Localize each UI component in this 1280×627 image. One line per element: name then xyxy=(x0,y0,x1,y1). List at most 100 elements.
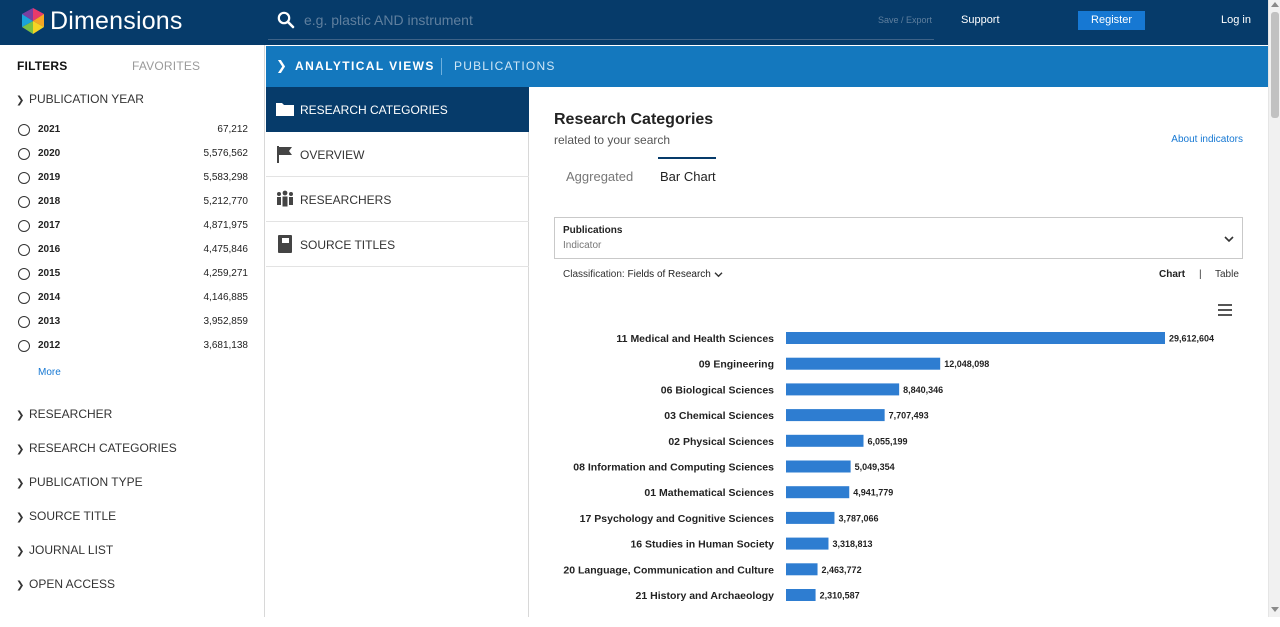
radio-button[interactable] xyxy=(18,316,30,328)
year-filter-row[interactable]: 2016 4,475,846 xyxy=(18,243,248,259)
view-toggle-table[interactable]: Table xyxy=(1215,269,1239,280)
about-indicators-link[interactable]: About indicators xyxy=(1171,134,1243,145)
folder-icon xyxy=(276,103,294,116)
year-filter-row[interactable]: 2012 3,681,138 xyxy=(18,339,248,355)
year-count: 4,871,975 xyxy=(203,220,249,231)
bar-value-label: 3,318,813 xyxy=(832,539,872,549)
classification-value: Fields of Research xyxy=(627,269,711,280)
year-filter-row[interactable]: 2020 5,576,562 xyxy=(18,147,248,163)
year-label: 2018 xyxy=(38,196,61,207)
page-scrollbar[interactable] xyxy=(1268,0,1280,617)
radio-button[interactable] xyxy=(18,340,30,352)
more-years-link[interactable]: More xyxy=(38,367,61,378)
year-filter-row[interactable]: 2013 3,952,859 xyxy=(18,315,248,331)
radio-button[interactable] xyxy=(18,196,30,208)
year-filter-row[interactable]: 2015 4,259,271 xyxy=(18,267,248,283)
bar-value-label: 5,049,354 xyxy=(855,462,895,472)
filter-section-open-access[interactable]: ❯ OPEN ACCESS xyxy=(16,577,115,591)
bar[interactable] xyxy=(786,486,850,499)
search-input[interactable] xyxy=(304,8,864,32)
year-filter-row[interactable]: 2014 4,146,885 xyxy=(18,291,248,307)
section-label: RESEARCHER xyxy=(29,407,113,421)
tab-favorites[interactable]: FAVORITES xyxy=(132,59,201,73)
bar-category-label: 01 Mathematical Sciences xyxy=(644,487,774,499)
nav-researchers[interactable]: RESEARCHERS xyxy=(266,177,529,222)
bar[interactable] xyxy=(786,357,941,370)
scroll-down-arrow-icon[interactable] xyxy=(1271,607,1279,612)
radio-button[interactable] xyxy=(18,124,30,136)
bar[interactable] xyxy=(786,511,835,524)
year-filter-row[interactable]: 2017 4,871,975 xyxy=(18,219,248,235)
chevron-right-icon[interactable]: ❯ xyxy=(276,58,287,73)
year-filter-row[interactable]: 2019 5,583,298 xyxy=(18,171,248,187)
chevron-down-icon xyxy=(714,272,723,278)
nav-label: RESEARCHERS xyxy=(300,193,392,207)
bar[interactable] xyxy=(786,434,864,447)
year-count: 5,576,562 xyxy=(203,148,249,159)
radio-button[interactable] xyxy=(18,292,30,304)
tab-bar-chart[interactable]: Bar Chart xyxy=(660,169,716,184)
bar-value-label: 29,612,604 xyxy=(1169,334,1214,344)
dimensions-logo-icon[interactable] xyxy=(18,6,48,36)
section-label: PUBLICATION YEAR xyxy=(29,92,144,106)
indicator-select[interactable]: Publications Indicator xyxy=(554,217,1243,259)
analytical-views-nav: RESEARCH CATEGORIES OVERVIEW RESEARCHERS… xyxy=(266,87,529,617)
login-link[interactable]: Log in xyxy=(1221,14,1251,26)
bar[interactable] xyxy=(786,460,851,473)
bar-value-label: 2,463,772 xyxy=(822,565,862,575)
radio-button[interactable] xyxy=(18,148,30,160)
classification-select[interactable]: Classification: Fields of Research xyxy=(563,269,723,280)
year-label: 2014 xyxy=(38,292,61,303)
register-button[interactable]: Register xyxy=(1078,11,1145,30)
filter-section-publication-type[interactable]: ❯ PUBLICATION TYPE xyxy=(16,475,143,489)
nav-source-titles[interactable]: SOURCE TITLES xyxy=(266,222,529,267)
bar[interactable] xyxy=(786,563,818,576)
tab-aggregated[interactable]: Aggregated xyxy=(566,169,634,184)
bar-category-label: 02 Physical Sciences xyxy=(668,436,774,448)
scroll-up-arrow-icon[interactable] xyxy=(1271,2,1279,7)
chevron-right-icon: ❯ xyxy=(16,512,25,523)
publication-year-section-header[interactable]: ❯ PUBLICATION YEAR xyxy=(16,92,144,106)
support-link[interactable]: Support xyxy=(961,14,1000,26)
main-content: Research Categories related to your sear… xyxy=(530,87,1268,617)
bar-value-label: 7,707,493 xyxy=(889,411,929,421)
chevron-down-icon: ❯ xyxy=(16,95,25,106)
bar[interactable] xyxy=(786,332,1165,344)
chevron-right-icon: ❯ xyxy=(16,410,25,421)
nav-research-categories[interactable]: RESEARCH CATEGORIES xyxy=(266,87,529,132)
bar[interactable] xyxy=(786,537,829,550)
hamburger-menu-icon[interactable] xyxy=(1218,304,1232,316)
filter-section-researcher[interactable]: ❯ RESEARCHER xyxy=(16,407,112,421)
search-icon[interactable] xyxy=(277,11,295,29)
filter-section-research-categories[interactable]: ❯ RESEARCH CATEGORIES xyxy=(16,441,177,455)
nav-label: OVERVIEW xyxy=(300,148,365,162)
tab-filters[interactable]: FILTERS xyxy=(17,59,68,73)
bar[interactable] xyxy=(786,383,900,396)
scroll-thumb[interactable] xyxy=(1271,12,1279,118)
filter-section-journal-list[interactable]: ❯ JOURNAL LIST xyxy=(16,543,113,557)
top-navbar: Dimensions Save / Export Support Registe… xyxy=(0,0,1268,45)
radio-button[interactable] xyxy=(18,172,30,184)
filter-section-source-title[interactable]: ❯ SOURCE TITLE xyxy=(16,509,116,523)
radio-button[interactable] xyxy=(18,220,30,232)
bar-category-label: 09 Engineering xyxy=(699,359,774,371)
bar[interactable] xyxy=(786,589,816,601)
view-toggle-separator: | xyxy=(1199,269,1202,280)
chevron-right-icon: ❯ xyxy=(16,478,25,489)
year-filter-row[interactable]: 2018 5,212,770 xyxy=(18,195,248,211)
chevron-down-icon xyxy=(1224,236,1234,243)
app-title[interactable]: Dimensions xyxy=(50,7,183,35)
radio-button[interactable] xyxy=(18,268,30,280)
people-icon xyxy=(277,190,293,207)
year-filter-row[interactable]: 2021 67,212 xyxy=(18,123,248,139)
view-toggle-chart[interactable]: Chart xyxy=(1159,269,1186,280)
bar-category-label: 20 Language, Communication and Culture xyxy=(563,564,774,576)
indicator-label: Indicator xyxy=(563,240,602,251)
year-count: 4,146,885 xyxy=(203,292,249,303)
radio-button[interactable] xyxy=(18,244,30,256)
bar[interactable] xyxy=(786,409,885,422)
analytical-views-title[interactable]: ANALYTICAL VIEWS xyxy=(295,59,435,73)
save-export-link[interactable]: Save / Export xyxy=(878,15,933,25)
nav-overview[interactable]: OVERVIEW xyxy=(266,132,529,177)
nav-label: RESEARCH CATEGORIES xyxy=(300,103,448,117)
